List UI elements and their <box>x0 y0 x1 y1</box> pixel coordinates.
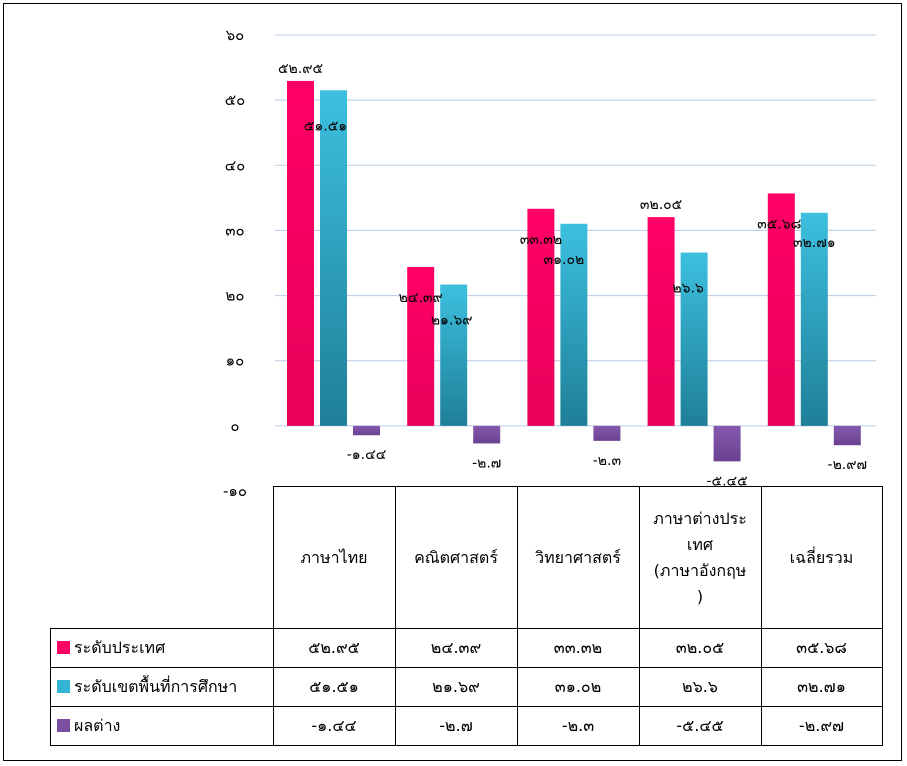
bar-series0-cat4 <box>767 193 795 426</box>
bar-series2-cat1 <box>473 425 501 444</box>
data-label: -๑.๔๔ <box>347 447 387 463</box>
bar-series1-cat1 <box>440 284 468 426</box>
bar-series1-cat2 <box>560 223 588 426</box>
bar-series0-cat1 <box>407 266 435 426</box>
table-cell: ๒๑.๖๙ <box>394 667 518 707</box>
bar-series2-cat0 <box>353 425 380 436</box>
category-label: ภาษาไทย <box>272 486 396 629</box>
legend-entry: ระดับเขตพื้นที่การศึกษา <box>50 667 274 707</box>
y-tick-label: ๔๐ <box>225 156 246 174</box>
data-table-row: ระดับประเทศ ๕๒.๙๕ ๒๔.๓๙ ๓๓.๓๒ ๓๒.๐๕ ๓๕.๖๘ <box>50 628 883 668</box>
data-label: ๕๒.๙๕ <box>278 61 323 77</box>
data-label: ๒๖.๖ <box>672 281 704 297</box>
bar-series2-cat2 <box>593 425 621 441</box>
data-label: ๓๕.๖๘ <box>757 216 801 232</box>
table-cell: ๕๑.๕๑ <box>272 667 396 707</box>
data-table-corner <box>50 486 274 629</box>
data-table: ภาษาไทย คณิตศาสตร์ วิทยาศาสตร์ ภาษาต่างประเ… <box>50 486 883 746</box>
table-cell: -๕.๔๕ <box>638 706 762 746</box>
bar-series0-cat3 <box>647 217 675 426</box>
data-table-row: ระดับเขตพื้นที่การศึกษา ๕๑.๕๑ ๒๑.๖๙ ๓๑.๐๒ ๒๖… <box>50 667 883 707</box>
bars <box>287 80 861 462</box>
category-label: เฉลี่ยรวม <box>760 486 883 629</box>
data-label: ๓๒.๐๕ <box>640 197 682 213</box>
table-cell: ๓๒.๗๑ <box>760 667 883 707</box>
series-name: ระดับเขตพื้นที่การศึกษา <box>74 676 238 696</box>
bar-series0-cat2 <box>527 208 555 426</box>
y-tick-label: ๕๐ <box>225 91 246 109</box>
bar-series1-cat4 <box>800 212 828 426</box>
chart-frame <box>3 3 902 761</box>
data-table-row: ผลต่าง -๑.๔๔ -๒.๗ -๒.๓ -๕.๔๕ -๒.๙๗ <box>50 706 883 746</box>
category-label: วิทยาศาสตร์ <box>516 486 640 629</box>
data-table-header-row: ภาษาไทย คณิตศาสตร์ วิทยาศาสตร์ ภาษาต่างประเ… <box>50 486 883 629</box>
series-name: ผลต่าง <box>74 715 121 735</box>
table-cell: -๒.๙๗ <box>760 706 883 746</box>
y-tick-label: ๐ <box>230 417 239 435</box>
table-cell: ๓๒.๐๕ <box>638 628 762 668</box>
table-cell: ๓๕.๖๘ <box>760 628 883 668</box>
bar-series1-cat3 <box>680 252 708 426</box>
y-tick-label: ๓๐ <box>225 221 244 239</box>
legend-entry: ผลต่าง <box>50 706 274 746</box>
table-cell: ๒๖.๖ <box>638 667 762 707</box>
category-label: ภาษาต่างประ เทศ (ภาษาอังกฤษ) <box>638 486 762 629</box>
table-cell: ๕๒.๙๕ <box>272 628 396 668</box>
data-label: -๒.๗ <box>472 455 501 471</box>
table-cell: -๒.๗ <box>394 706 518 746</box>
data-label: ๒๑.๖๙ <box>431 313 473 329</box>
table-cell: ๓๑.๐๒ <box>516 667 640 707</box>
data-label: ๒๔.๓๙ <box>399 290 443 306</box>
category-label: คณิตศาสตร์ <box>394 486 518 629</box>
y-tick-label: ๑๐ <box>226 352 245 370</box>
data-label: ๓๑.๐๒ <box>544 252 585 268</box>
data-label: ๕๑.๕๑ <box>304 118 347 134</box>
series-name: ระดับประเทศ <box>74 637 166 657</box>
table-cell: ๒๔.๓๙ <box>394 628 518 668</box>
legend-entry: ระดับประเทศ <box>50 628 274 668</box>
data-label: ๓๓.๓๒ <box>520 232 562 248</box>
y-tick-label: ๒๐ <box>225 287 244 305</box>
data-label: ๓๒.๗๑ <box>793 235 836 251</box>
legend-swatch <box>57 640 70 654</box>
bar-series1-cat0 <box>320 90 347 426</box>
table-cell: -๑.๔๔ <box>272 706 396 746</box>
bar-series2-cat3 <box>713 425 741 462</box>
table-cell: ๓๓.๓๒ <box>516 628 640 668</box>
bar-series2-cat4 <box>833 425 861 446</box>
data-label: -๒.๓ <box>593 453 621 469</box>
legend-swatch <box>57 679 70 693</box>
table-cell: -๒.๓ <box>516 706 640 746</box>
bar-series0-cat0 <box>287 80 314 426</box>
data-label: -๕.๔๕ <box>706 473 747 489</box>
y-tick-label: ๖๐ <box>226 26 245 44</box>
legend-swatch <box>57 718 70 732</box>
data-label: -๒.๙๗ <box>828 457 868 473</box>
